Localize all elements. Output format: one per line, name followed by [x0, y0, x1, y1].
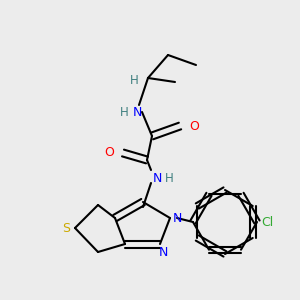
Text: N: N	[158, 245, 168, 259]
Text: H: H	[120, 106, 128, 118]
Text: Cl: Cl	[261, 215, 273, 229]
Text: H: H	[165, 172, 173, 184]
Text: N: N	[172, 212, 182, 224]
Text: S: S	[62, 221, 70, 235]
Text: O: O	[189, 119, 199, 133]
Text: N: N	[152, 172, 162, 184]
Text: N: N	[132, 106, 142, 118]
Text: O: O	[104, 146, 114, 160]
Text: H: H	[130, 74, 138, 86]
